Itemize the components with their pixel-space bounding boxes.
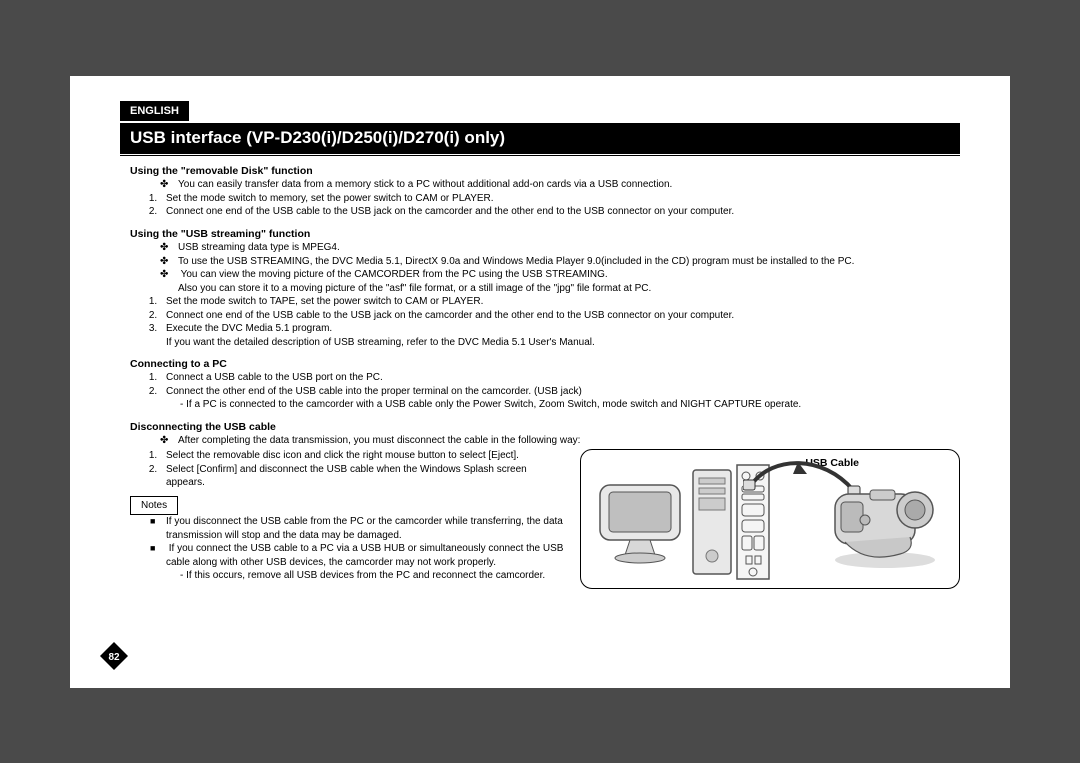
section-heading-usb-streaming: Using the "USB streaming" function: [130, 227, 960, 241]
note-item: If you disconnect the USB cable from the…: [150, 515, 568, 542]
step-item: Connect a USB cable to the USB port on t…: [160, 371, 960, 385]
language-badge: ENGLISH: [120, 101, 189, 122]
monitor-icon: [595, 480, 690, 570]
numbered-list: Set the mode switch to memory, set the p…: [160, 192, 960, 219]
step-item: Connect the other end of the USB cable i…: [160, 385, 960, 412]
section-heading-connecting-pc: Connecting to a PC: [130, 357, 960, 371]
note-item: If you connect the USB cable to a PC via…: [150, 542, 568, 583]
illustration-box: USB Cable: [580, 449, 960, 589]
bullet-item: To use the USB STREAMING, the DVC Media …: [160, 255, 960, 269]
camcorder-icon: [815, 472, 945, 572]
page-number-badge: 82: [100, 642, 128, 670]
sub-dash-item: - If a PC is connected to the camcorder …: [180, 398, 960, 412]
sub-dash-text: If a PC is connected to the camcorder wi…: [186, 399, 801, 410]
bullet-list: You can easily transfer data from a memo…: [160, 178, 960, 192]
step-text: Connect the other end of the USB cable i…: [166, 386, 582, 397]
note-text: If you connect the USB cable to a PC via…: [166, 543, 563, 568]
step-item: Connect one end of the USB cable to the …: [160, 309, 960, 323]
manual-page: ENGLISH USB interface (VP-D230(i)/D250(i…: [70, 76, 1010, 688]
page-number-text: 82: [108, 652, 120, 663]
sub-dash-item: - If this occurs, remove all USB devices…: [180, 569, 568, 583]
bullet-list: USB streaming data type is MPEG4. To use…: [160, 241, 960, 295]
sub-dash-text: If this occurs, remove all USB devices f…: [186, 570, 545, 581]
numbered-list: Connect a USB cable to the USB port on t…: [160, 371, 960, 412]
bullet-item: USB streaming data type is MPEG4.: [160, 241, 960, 255]
section-heading-removable-disk: Using the "removable Disk" function: [130, 164, 960, 178]
page-title: USB interface (VP-D230(i)/D250(i)/D270(i…: [120, 123, 960, 154]
step-item: Select [Confirm] and disconnect the USB …: [160, 463, 568, 490]
step-item: Set the mode switch to memory, set the p…: [160, 192, 960, 206]
step-item: Select the removable disc icon and click…: [160, 449, 568, 463]
bullet-list: After completing the data transmission, …: [160, 434, 960, 448]
bullet-item: You can view the moving picture of the C…: [160, 268, 960, 295]
step-item: Execute the DVC Media 5.1 program. If yo…: [160, 322, 960, 349]
notes-box: Notes: [130, 496, 178, 516]
notes-list: If you disconnect the USB cable from the…: [150, 515, 568, 583]
step-text-cont: If you want the detailed description of …: [166, 337, 595, 348]
tower-icon: [691, 468, 736, 578]
bullet-item: After completing the data transmission, …: [160, 434, 960, 448]
step-item: Connect one end of the USB cable to the …: [160, 205, 960, 219]
numbered-list: Select the removable disc icon and click…: [160, 449, 568, 490]
bullet-text-cont: Also you can store it to a moving pictur…: [178, 283, 651, 294]
section-heading-disconnecting: Disconnecting the USB cable: [130, 420, 960, 434]
step-text: Execute the DVC Media 5.1 program.: [166, 323, 332, 334]
step-item: Set the mode switch to TAPE, set the pow…: [160, 295, 960, 309]
bullet-item: You can easily transfer data from a memo…: [160, 178, 960, 192]
title-hr: [120, 155, 960, 156]
bullet-text: You can view the moving picture of the C…: [181, 269, 608, 280]
numbered-list: Set the mode switch to TAPE, set the pow…: [160, 295, 960, 349]
